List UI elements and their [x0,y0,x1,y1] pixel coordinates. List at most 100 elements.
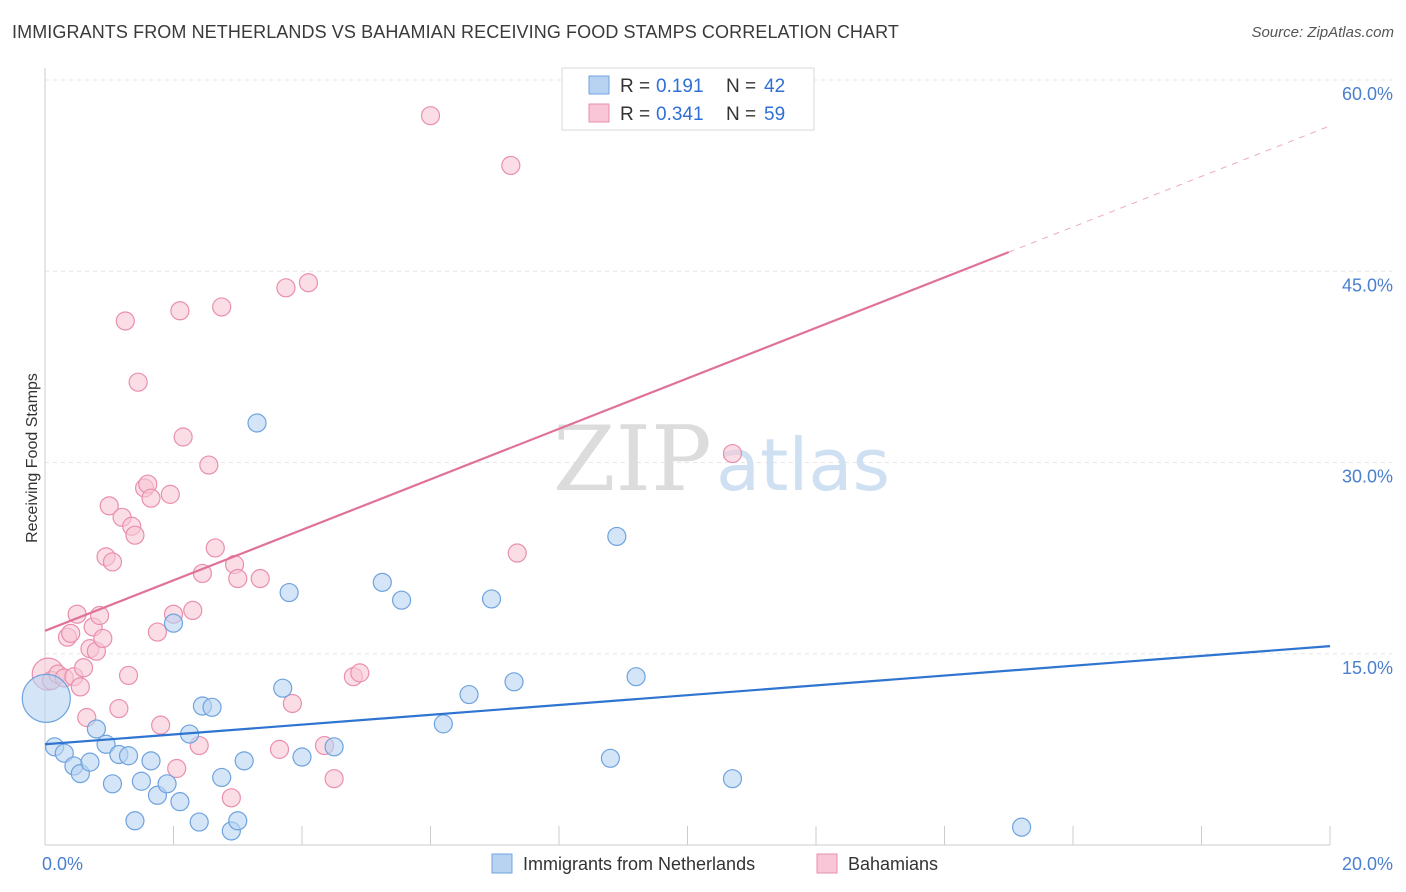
chart-title: IMMIGRANTS FROM NETHERLANDS VS BAHAMIAN … [12,22,899,42]
bahamians-point-56 [507,543,527,563]
bahamians-point-30 [151,715,171,735]
bahamians-point-15 [93,628,113,649]
legend-n-label-2: N = [726,104,756,125]
bahamians-point-45 [250,568,270,589]
netherlands-point-26 [247,413,267,433]
netherlands-point-34 [459,684,479,705]
netherlands-point-17 [170,792,190,812]
series-legend-swatch-bahamians [816,853,838,874]
netherlands-point-10 [118,746,139,766]
netherlands-point-12 [131,771,151,791]
netherlands-point-15 [157,774,177,794]
bahamians-point-47 [276,278,296,298]
watermark-zip: ZIP [553,407,712,512]
bahamians-point-21 [115,311,135,331]
netherlands-point-31 [372,572,392,592]
netherlands-point-21 [202,697,222,717]
legend-r-value-2: 0.341 [656,104,704,125]
netherlands-point-33 [433,714,453,734]
bahamians-point-19 [109,698,129,719]
trend-lines [44,125,1331,746]
bahamians-point-25 [128,372,148,392]
bahamians-point-18 [102,552,123,572]
netherlands-point-38 [607,526,627,547]
netherlands-point-5 [80,752,100,772]
netherlands-point-19 [189,812,209,832]
netherlands-point-39 [626,667,646,687]
bahamians-point-5 [61,623,81,643]
bahamians-point-31 [160,484,180,504]
y-tick-label-60: 60.0% [1342,84,1393,104]
legend-r-label-1: R = [620,76,650,97]
bahamians-trend-extension [1008,125,1331,253]
series-legend-label-netherlands: Immigrants from Netherlands [523,854,755,874]
netherlands-point-27 [273,678,293,698]
bahamians-point-9 [73,658,94,678]
bahamians-point-55 [501,155,521,176]
bahamians-point-35 [173,427,193,447]
netherlands-point-25 [234,751,254,771]
netherlands-point-24 [228,811,248,831]
legend-r-value-1: 0.191 [656,76,704,97]
bahamians-point-17 [99,496,119,516]
bahamians-point-40 [205,538,225,558]
bahamians-point-34 [170,301,190,321]
netherlands-point-41 [1011,817,1032,837]
netherlands-point-6 [86,719,107,739]
tick-labels: 15.0% 30.0% 45.0% 60.0% 0.0% 20.0% [42,84,1393,874]
legend-n-value-1: 42 [764,76,785,97]
netherlands-point-11 [125,811,145,831]
netherlands-trend-line [44,645,1331,746]
legend-n-value-2: 59 [764,104,785,125]
netherlands-point-8 [102,774,123,794]
watermark-atlas: atlas [716,423,890,507]
bahamians-point-24 [125,525,145,545]
bahamians-point-57 [722,443,743,464]
series-legend: Immigrants from Netherlands Bahamians [491,853,938,874]
y-tick-label-45: 45.0% [1342,275,1393,295]
netherlands-point-16 [163,613,184,633]
netherlands-point-37 [600,748,621,768]
netherlands-point-29 [292,747,312,767]
series-legend-swatch-netherlands [491,853,513,874]
bahamians-point-48 [282,693,302,714]
bahamians-point-33 [167,758,187,779]
bahamians-point-42 [221,788,241,808]
series-legend-label-bahamians: Bahamians [848,854,938,874]
bahamians-point-41 [212,297,232,317]
legend-swatch-pink [588,103,610,123]
bahamians-point-53 [350,663,370,683]
netherlands-point-0 [21,673,71,723]
netherlands-point-36 [504,672,524,692]
bahamians-point-36 [183,600,203,621]
x-tick-label-0: 0.0% [42,854,83,874]
bahamians-point-46 [269,739,290,759]
netherlands-point-22 [212,767,232,788]
source-label: Source: ZipAtlas.com [1251,24,1394,41]
y-tick-label-30: 30.0% [1342,467,1393,487]
bahamians-point-28 [141,488,161,508]
netherlands-point-30 [324,737,344,757]
legend-n-label-1: N = [726,76,756,97]
netherlands-point-28 [279,582,299,603]
bahamians-point-8 [70,677,90,697]
bahamians-point-44 [228,568,248,589]
netherlands-point-13 [141,751,161,771]
netherlands-point-35 [481,589,502,609]
bahamians-point-49 [298,273,319,293]
bahamians-point-29 [147,622,168,642]
x-tick-label-20: 20.0% [1342,854,1393,874]
watermark: ZIP atlas [553,407,890,512]
netherlands-point-2 [54,743,74,763]
bahamians-point-54 [420,106,441,126]
bahamians-point-39 [199,455,219,475]
bahamians-point-51 [324,769,344,789]
legend-swatch-blue [588,75,610,95]
y-tick-label-15: 15.0% [1342,658,1393,678]
correlation-legend: R = 0.191 N = 42 R = 0.341 N = 59 [561,67,815,131]
y-axis-label: Receiving Food Stamps [24,373,41,543]
netherlands-point-32 [391,590,412,610]
legend-r-label-2: R = [620,104,650,125]
bahamians-trend-line [44,251,1010,632]
